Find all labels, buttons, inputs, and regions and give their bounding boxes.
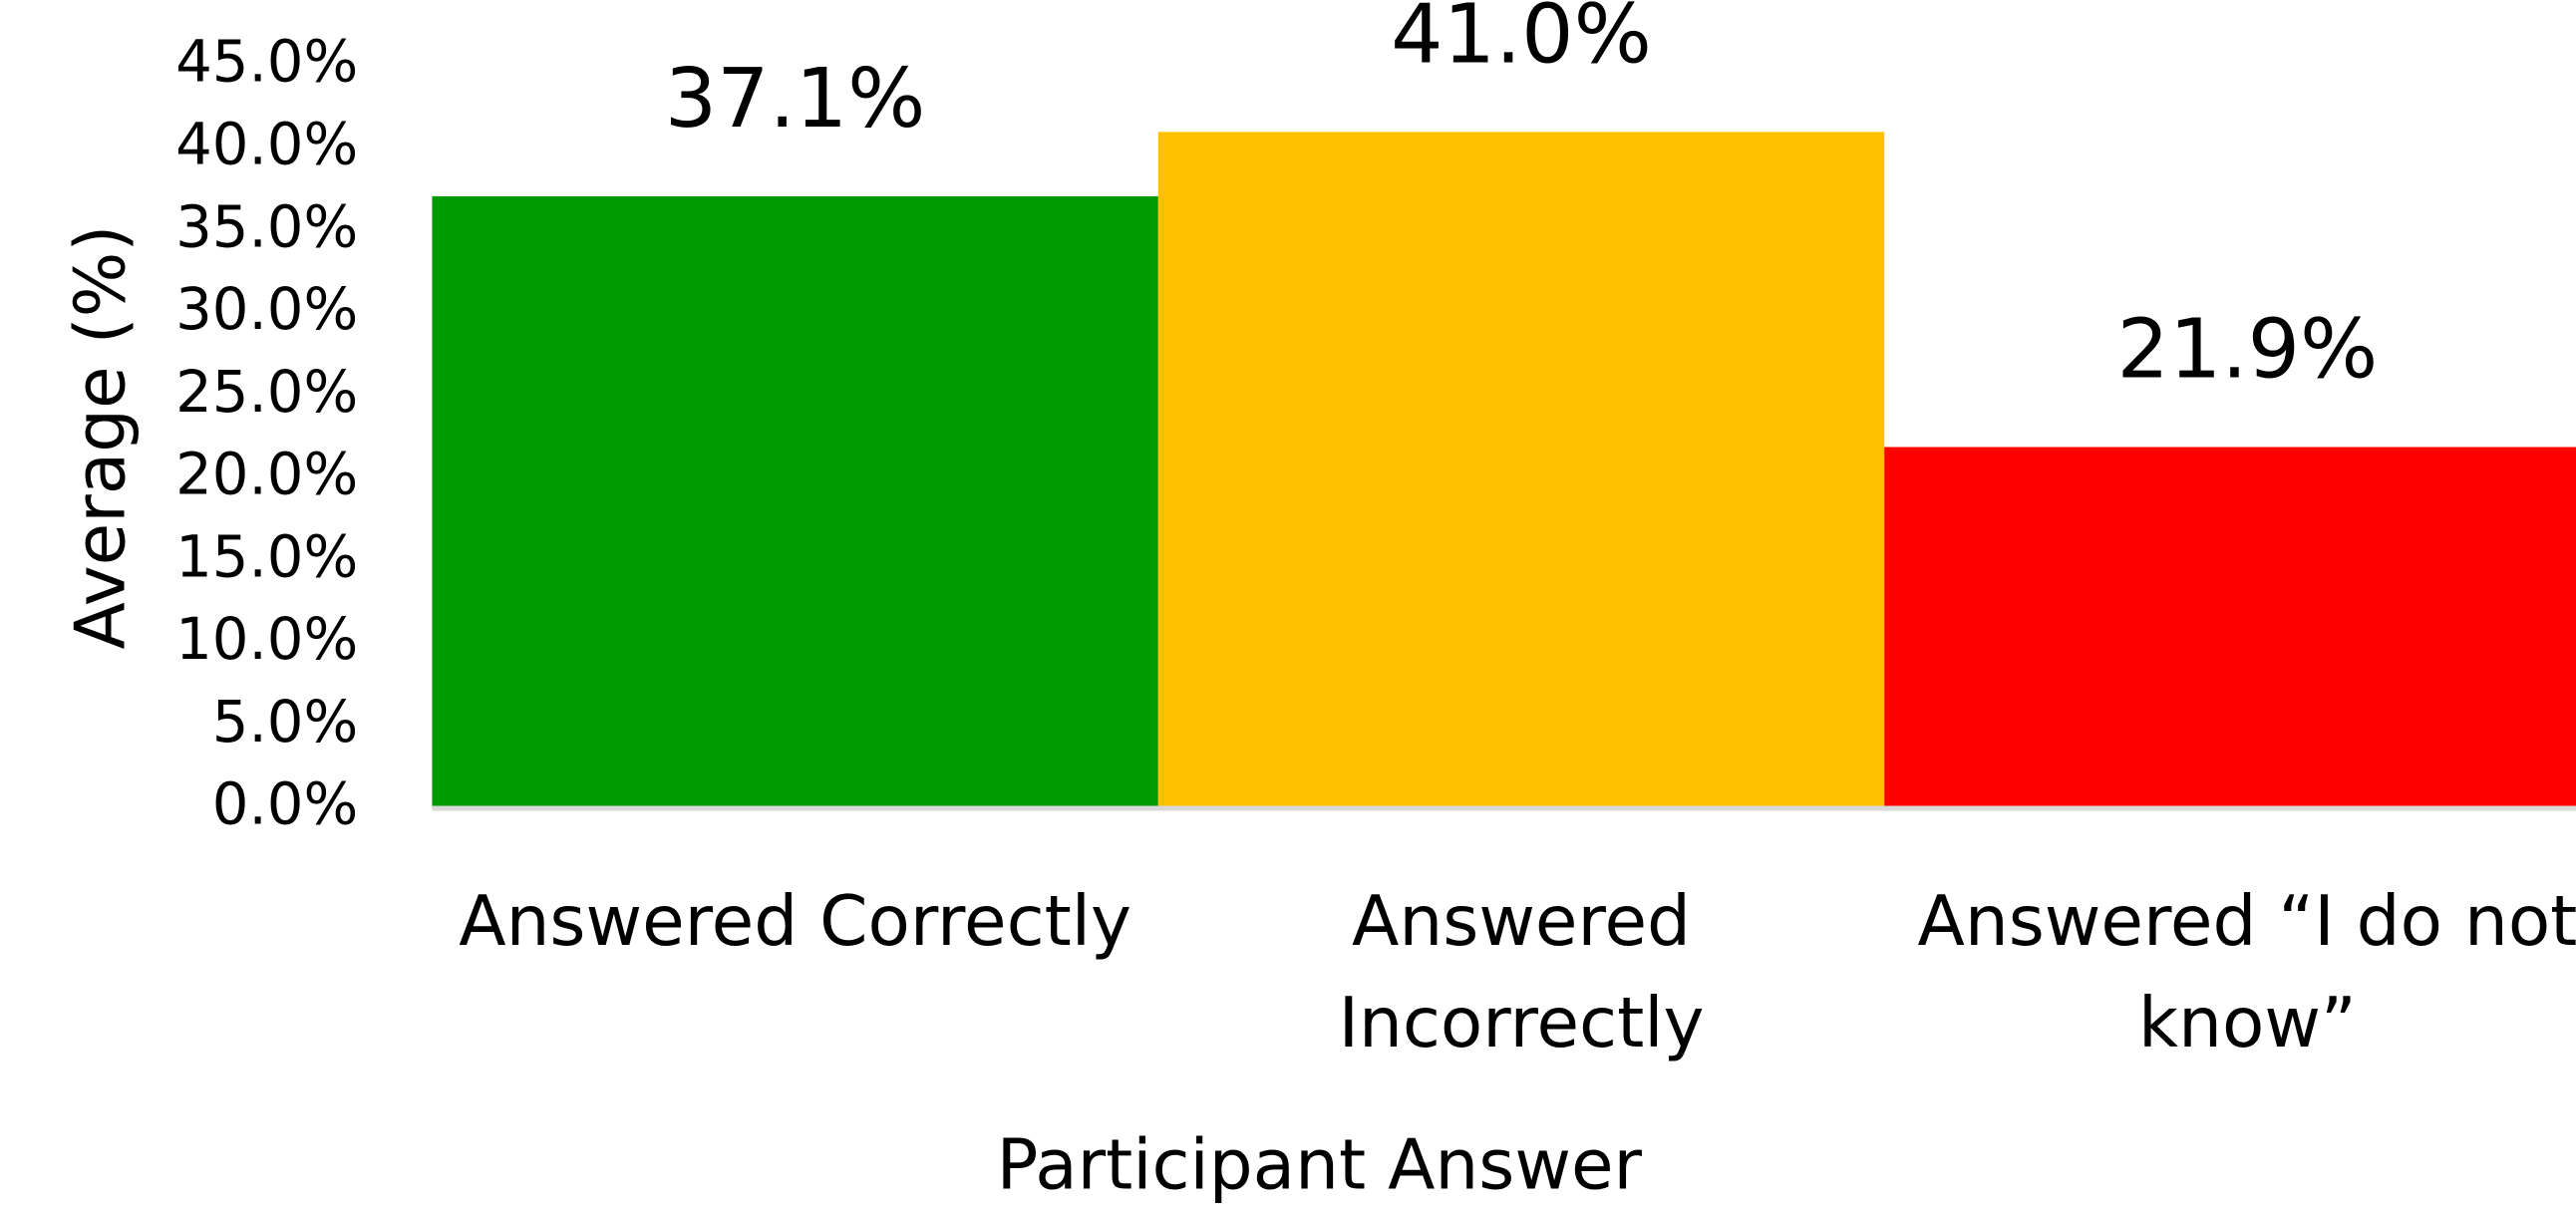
y-tick-label: 0.0% [212, 770, 358, 838]
x-tick-label-box: Answered “I do not know” [1917, 880, 2576, 1063]
x-axis-title: Participant Answer [997, 1126, 1643, 1206]
bar [432, 195, 1158, 809]
x-tick-label-box: Answered Incorrectly [1338, 880, 1705, 1063]
bar [1884, 447, 2576, 809]
y-tick-label: 20.0% [175, 441, 358, 508]
value-label: 37.1% [665, 52, 926, 147]
y-tick-label: 25.0% [175, 358, 358, 426]
x-tick-label-box: Answered Correctly [459, 880, 1131, 962]
y-tick-label: 45.0% [175, 28, 358, 96]
x-tick-label: Answered Incorrectly [1338, 880, 1705, 1063]
y-tick-label: 15.0% [175, 522, 358, 590]
y-tick-label: 5.0% [212, 688, 358, 756]
x-tick-label: Answered Correctly [459, 880, 1131, 962]
y-tick-label: 30.0% [175, 275, 358, 343]
bar [1157, 132, 1885, 809]
y-tick-label: 10.0% [175, 605, 358, 673]
y-axis-title: Average (%) [62, 225, 142, 650]
x-tick-label: Answered “I do not know” [1917, 880, 2576, 1063]
y-tick-label: 35.0% [175, 192, 358, 260]
value-label: 21.9% [2117, 303, 2379, 398]
y-tick-label: 40.0% [175, 111, 358, 178]
value-label: 41.0% [1391, 0, 1652, 83]
